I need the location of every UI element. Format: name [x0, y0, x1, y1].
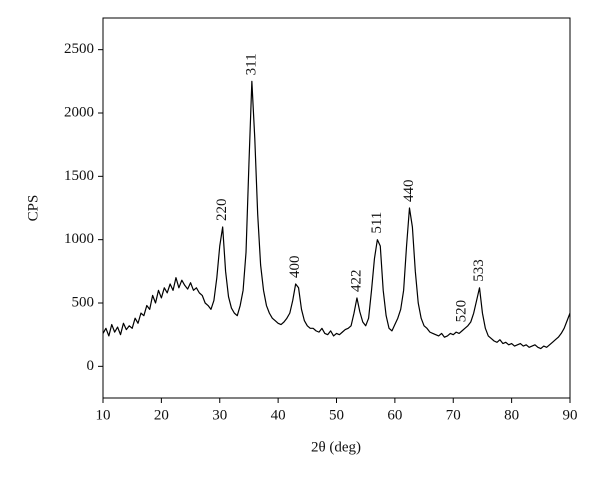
x-tick-label: 30 — [212, 407, 227, 423]
xrd-line — [102, 80, 571, 350]
x-tick-label: 10 — [96, 407, 111, 423]
peak-label: 440 — [401, 180, 417, 203]
y-tick-label: 1000 — [64, 231, 94, 247]
x-tick-label: 50 — [329, 407, 344, 423]
x-tick-label: 60 — [387, 407, 402, 423]
y-tick-label: 2000 — [64, 104, 94, 120]
y-tick-label: 500 — [72, 294, 95, 310]
x-tick-label: 40 — [271, 407, 286, 423]
x-axis-label: 2θ (deg) — [311, 439, 361, 455]
peak-label: 511 — [369, 212, 385, 234]
x-tick-label: 20 — [154, 407, 169, 423]
y-axis-label: CPS — [25, 195, 41, 222]
y-tick-label: 0 — [87, 358, 95, 374]
y-tick-label: 2500 — [64, 41, 94, 57]
peak-label: 533 — [471, 259, 487, 282]
peak-label: 311 — [243, 53, 259, 75]
peak-label: 422 — [348, 269, 364, 292]
x-tick-label: 80 — [504, 407, 519, 423]
peak-label: 220 — [214, 199, 230, 222]
plot-frame — [102, 17, 571, 399]
x-tick-label: 70 — [446, 407, 461, 423]
y-tick-label: 1500 — [64, 168, 94, 184]
x-tick-label: 90 — [563, 407, 578, 423]
peak-label: 520 — [453, 300, 469, 323]
peak-label: 400 — [287, 256, 303, 279]
